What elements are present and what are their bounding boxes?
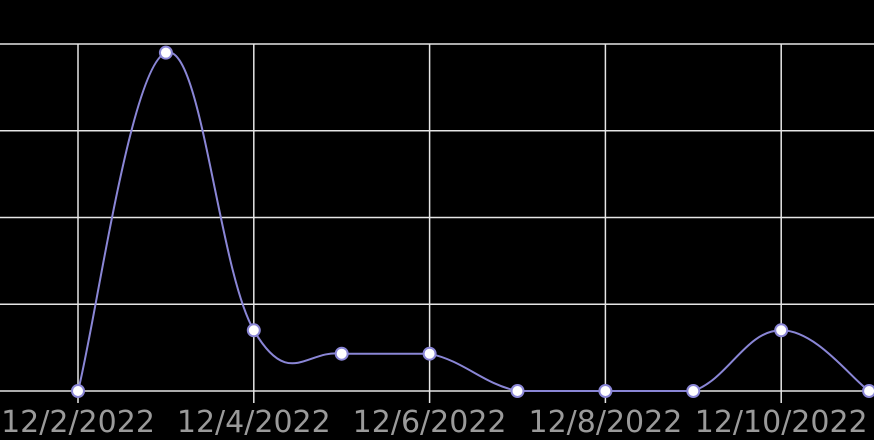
data-point [686,384,701,398]
x-tick-label: 12/2/2022 [1,405,155,440]
data-point [598,384,613,398]
x-tick-label: 12/8/2022 [528,405,682,440]
x-tick-label: 12/4/2022 [177,405,331,440]
series-line [77,51,870,393]
x-tick-label: 12/10/2022 [695,405,868,440]
data-point [862,384,874,398]
x-axis-tick-labels: 12/2/2022 12/4/2022 12/6/2022 12/8/2022 12/1… [1,405,868,440]
data-points [71,45,874,398]
x-tick-label: 12/6/2022 [353,405,507,440]
data-point [510,384,525,398]
data-point [158,45,173,60]
grid-lines [0,43,874,403]
data-point [71,384,85,398]
data-point [334,346,349,361]
data-point [422,346,437,361]
data-point [246,323,261,338]
data-point [774,323,789,338]
